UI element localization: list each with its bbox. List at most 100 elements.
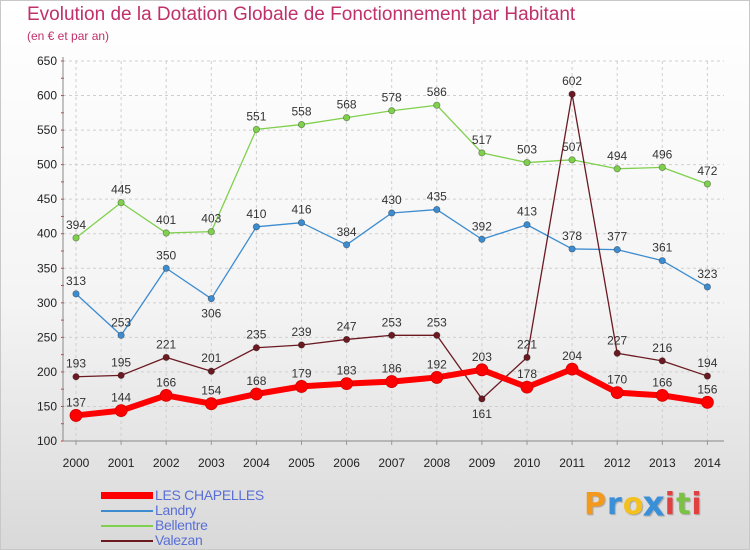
logo-letter: x (642, 484, 667, 525)
legend-item-bellentre: Bellentre (101, 517, 361, 533)
data-label-bellentre: 578 (382, 91, 402, 105)
data-label-landry: 410 (246, 207, 266, 221)
chart-title: Evolution de la Dotation Globale de Fonc… (27, 4, 576, 25)
data-label-bellentre: 401 (156, 213, 176, 227)
data-point-bellentre (703, 180, 712, 188)
gridlines (63, 60, 724, 442)
data-point-landry (433, 205, 441, 214)
legend-swatch-bellentre (101, 525, 153, 527)
legend-item-les-chapelles: LES CHAPELLES (101, 487, 361, 503)
data-label-valezan: 247 (337, 319, 357, 333)
data-label-les-chapelles: 179 (291, 366, 311, 380)
data-label-valezan: 227 (607, 333, 627, 347)
data-label-les-chapelles: 154 (201, 384, 221, 398)
proxiti-logo: Proxiti (584, 484, 703, 525)
data-point-valezan (162, 353, 170, 361)
x-tick-label: 2006 (333, 456, 360, 470)
x-tick-label: 2003 (198, 456, 225, 470)
legend-swatch-les-chapelles (101, 492, 153, 499)
data-point-landry (613, 246, 621, 254)
x-tick-label: 2009 (469, 456, 496, 470)
data-label-bellentre: 558 (291, 105, 311, 119)
data-label-bellentre: 517 (472, 133, 492, 147)
data-label-landry: 253 (111, 315, 131, 329)
logo-letter: i (664, 487, 677, 522)
data-label-bellentre: 551 (246, 109, 266, 123)
y-tick-label: 100 (37, 434, 57, 448)
data-point-valezan (478, 395, 486, 403)
data-label-les-chapelles: 156 (697, 382, 717, 396)
data-point-landry (117, 331, 125, 339)
data-point-valezan (342, 335, 351, 344)
data-point-les-chapelles (430, 371, 444, 384)
data-point-bellentre (117, 199, 125, 207)
data-point-bellentre (658, 163, 666, 171)
data-point-les-chapelles (159, 388, 173, 402)
logo-letter: o (622, 487, 645, 522)
data-point-landry (523, 221, 531, 229)
data-point-valezan (297, 341, 306, 349)
x-tick-label: 2007 (378, 456, 405, 470)
data-point-bellentre (523, 158, 531, 167)
x-tick-label: 2000 (63, 456, 90, 470)
data-point-valezan (117, 371, 125, 379)
y-tick-label: 450 (37, 192, 57, 206)
logo-letter: r (607, 487, 623, 522)
data-point-les-chapelles (69, 409, 83, 422)
data-label-valezan: 193 (66, 357, 86, 371)
data-label-valezan: 239 (291, 325, 311, 339)
data-point-landry (297, 219, 306, 227)
data-point-bellentre (478, 149, 486, 157)
data-label-valezan: 195 (111, 355, 131, 369)
data-label-les-chapelles: 178 (517, 367, 537, 381)
data-label-landry: 392 (472, 219, 492, 233)
x-tick-label: 2014 (694, 456, 721, 470)
data-label-les-chapelles: 183 (337, 364, 357, 378)
y-tick-label: 550 (37, 123, 57, 137)
data-point-valezan (613, 349, 621, 357)
data-point-landry (388, 209, 396, 217)
data-point-les-chapelles (340, 377, 354, 391)
logo-letter: P (584, 487, 607, 522)
data-point-les-chapelles (249, 387, 263, 401)
data-label-landry: 350 (156, 248, 176, 262)
data-label-les-chapelles: 204 (562, 349, 582, 363)
x-tick-label: 2004 (243, 456, 270, 470)
logo-letter: i (691, 487, 703, 522)
data-label-les-chapelles: 137 (66, 395, 86, 409)
data-point-bellentre (613, 165, 621, 173)
data-label-valezan: 253 (382, 315, 402, 329)
x-tick-label: 2005 (288, 456, 315, 470)
data-point-landry (342, 241, 351, 249)
data-label-landry: 430 (382, 193, 402, 207)
data-label-bellentre: 586 (427, 85, 447, 99)
data-point-bellentre (433, 101, 441, 109)
data-point-les-chapelles (475, 363, 489, 377)
y-tick-label: 400 (37, 227, 57, 241)
data-point-bellentre (252, 125, 260, 133)
data-label-landry: 377 (607, 230, 627, 244)
data-label-landry: 384 (337, 225, 357, 239)
data-point-les-chapelles (655, 388, 669, 402)
data-label-les-chapelles: 170 (607, 373, 627, 387)
data-label-bellentre: 403 (201, 212, 221, 226)
data-label-landry: 361 (652, 241, 672, 255)
data-label-valezan: 602 (562, 74, 582, 88)
series-layer (69, 90, 714, 422)
y-tick-label: 600 (37, 89, 57, 103)
data-label-bellentre: 496 (652, 147, 672, 161)
data-point-landry (252, 223, 260, 231)
data-point-bellentre (207, 228, 215, 236)
y-tick-label: 200 (37, 365, 57, 379)
data-label-bellentre: 472 (697, 164, 717, 178)
data-label-les-chapelles: 186 (382, 362, 402, 376)
data-point-landry (207, 295, 215, 303)
y-tick-label: 500 (37, 158, 57, 172)
data-point-valezan (523, 353, 531, 361)
data-label-landry: 413 (517, 205, 537, 219)
data-label-bellentre: 568 (337, 98, 357, 112)
data-label-bellentre: 394 (66, 218, 86, 232)
y-tick-label: 650 (37, 54, 57, 68)
data-label-landry: 378 (562, 229, 582, 243)
